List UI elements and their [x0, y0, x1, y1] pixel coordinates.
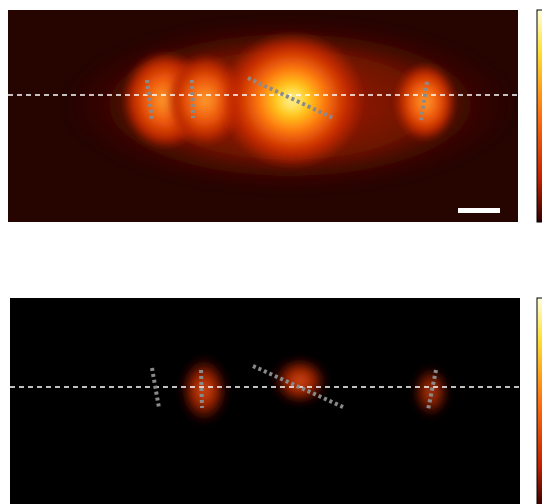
dotted-markers: [145, 76, 429, 121]
colorbar: [536, 9, 542, 223]
dotted-markers: [150, 364, 438, 411]
spot: [411, 364, 451, 420]
spot: [270, 355, 330, 407]
top-image: [8, 10, 518, 222]
spot: [167, 55, 243, 145]
scale-bar: [458, 208, 500, 213]
bottom-image: [10, 298, 520, 504]
spot: [178, 354, 230, 426]
colorbar: [536, 297, 542, 504]
